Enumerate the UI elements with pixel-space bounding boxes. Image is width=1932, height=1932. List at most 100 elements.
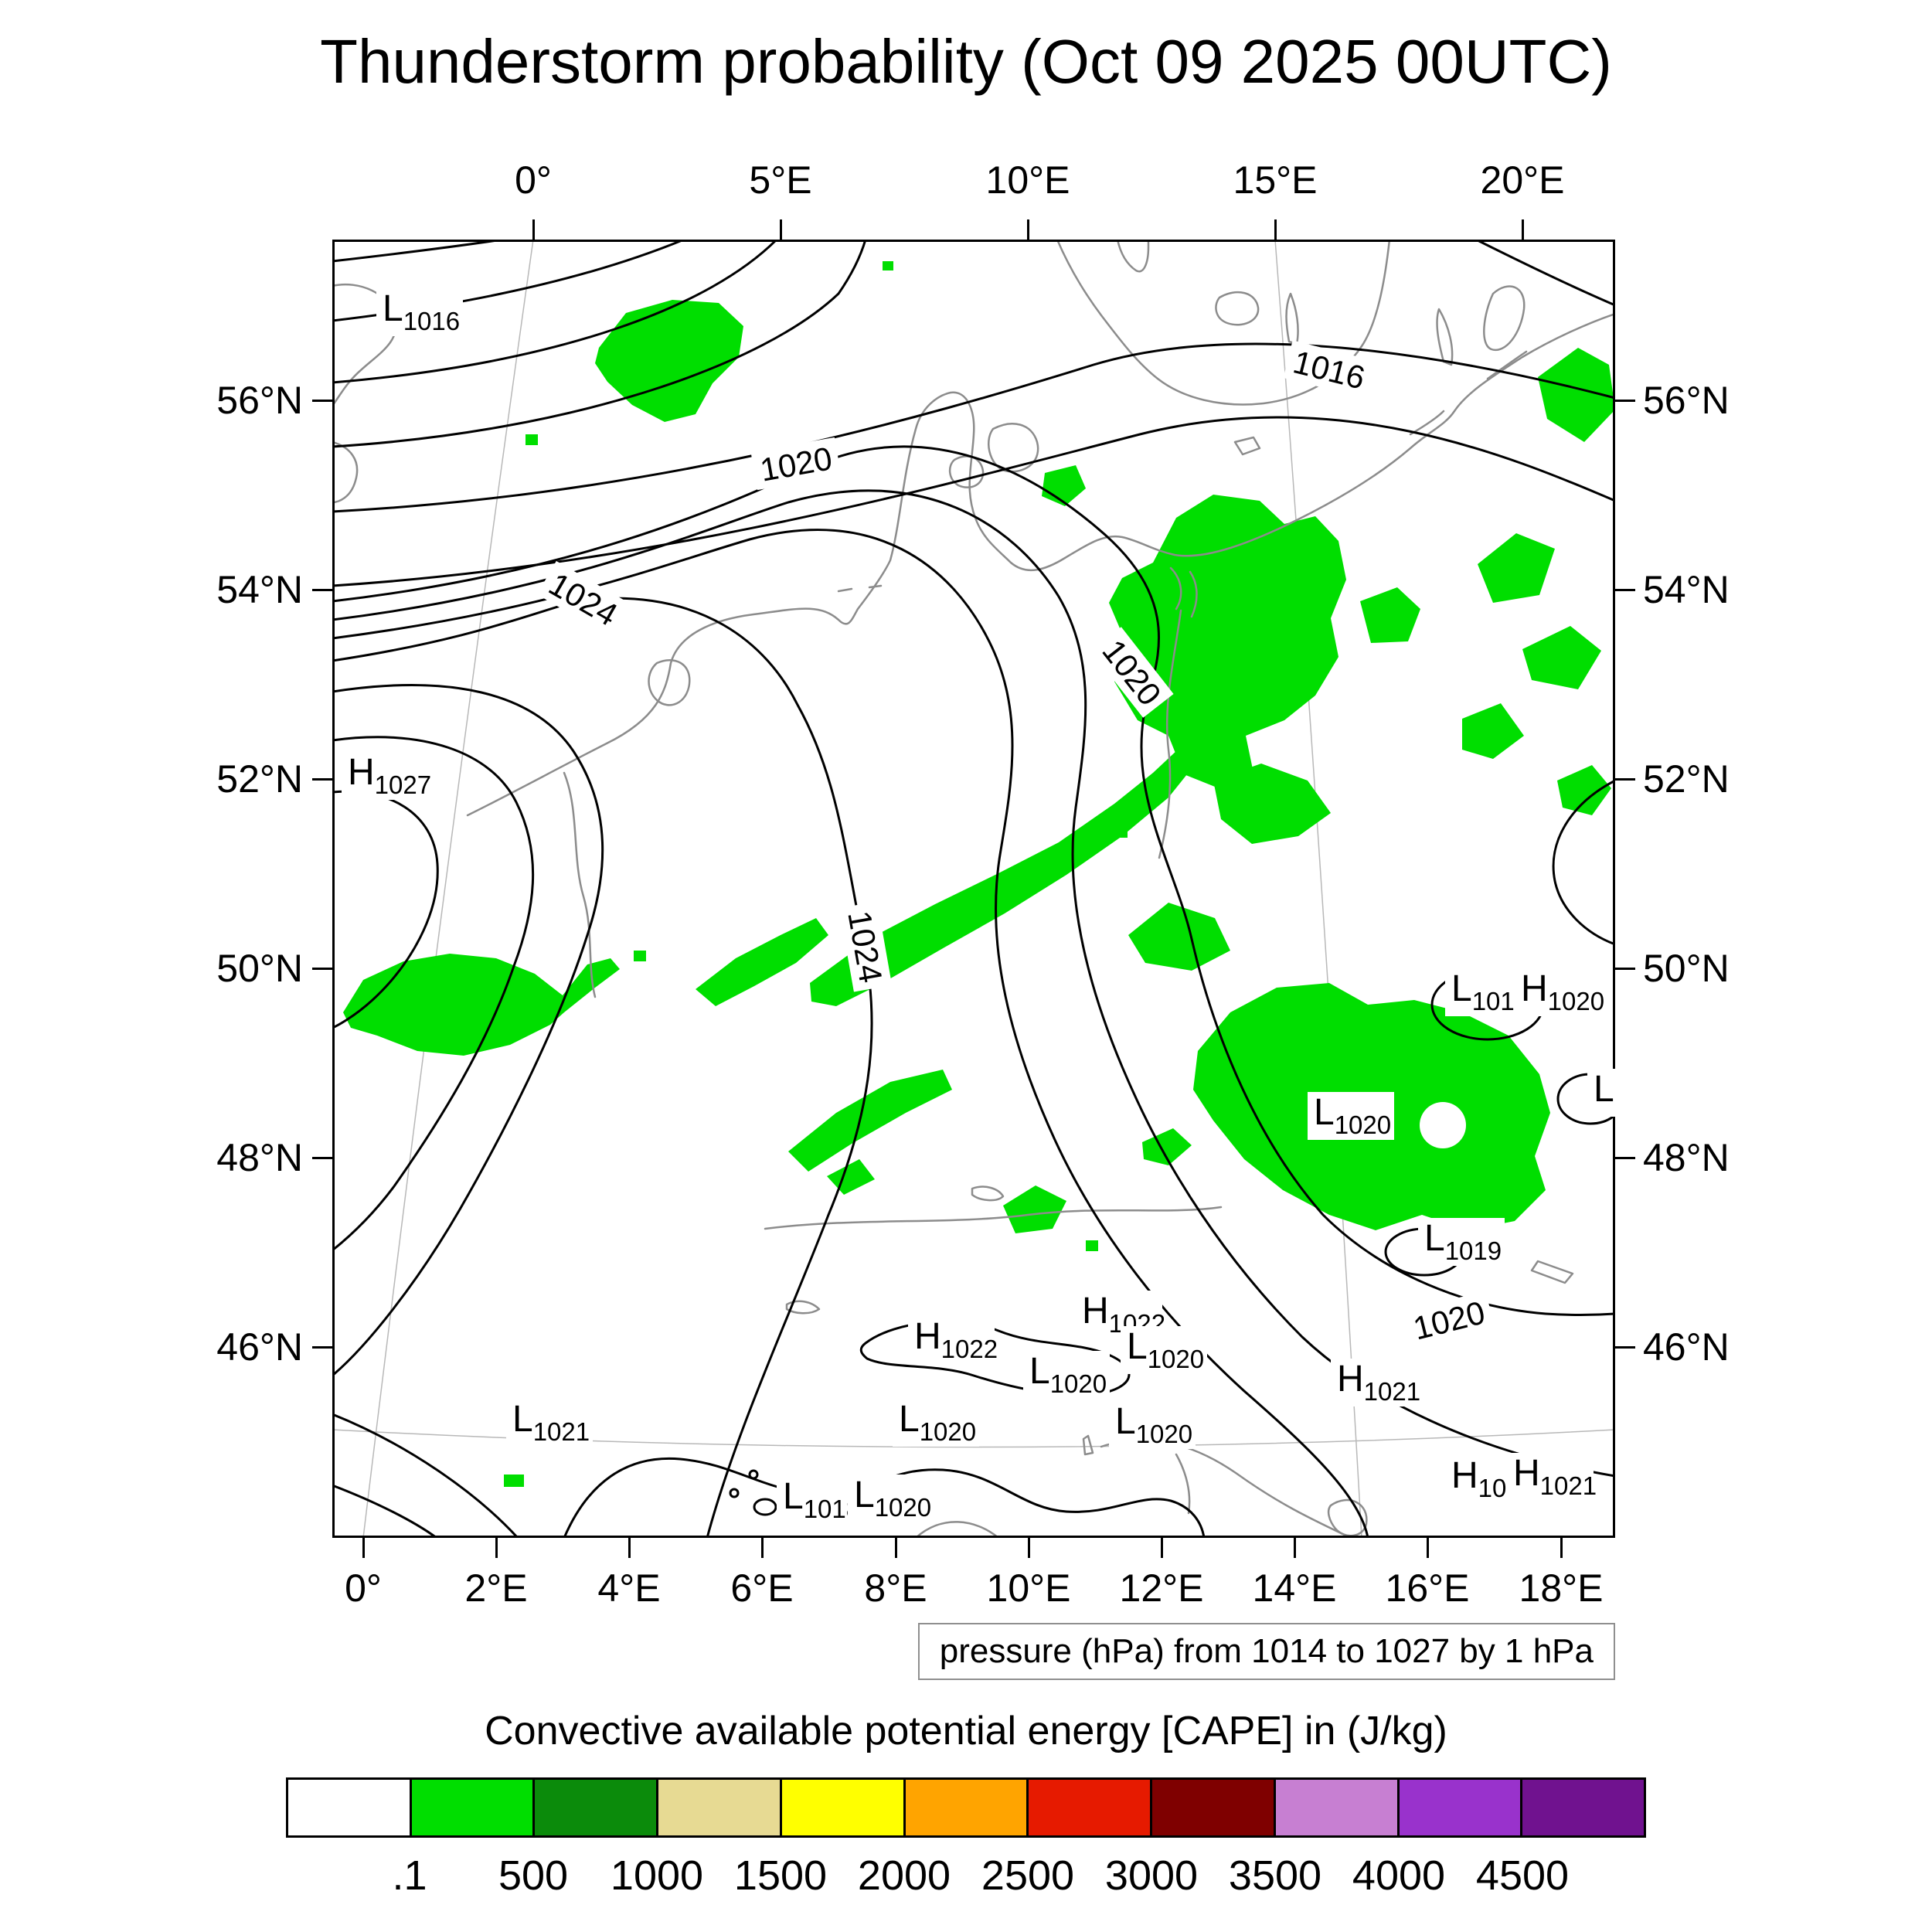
axis-label-right: 56°N xyxy=(1643,379,1730,422)
pressure-center-l: L1020 xyxy=(1109,1401,1196,1449)
pressure-center-l: L1020 xyxy=(1121,1326,1207,1374)
cape-region xyxy=(526,434,538,445)
colorbar-title: Convective available potential energy [C… xyxy=(485,1709,1447,1753)
svg-text:L10: L10 xyxy=(1594,1069,1615,1116)
axis-tick-right xyxy=(1615,1345,1635,1349)
colorbar-tick-label: 4500 xyxy=(1475,1852,1570,1899)
axis-label-top: 10°E xyxy=(985,158,1070,202)
colorbar-tick-label: 1500 xyxy=(733,1852,828,1899)
colorbar xyxy=(286,1777,1646,1838)
colorbar-cell xyxy=(1399,1780,1523,1835)
svg-text:L1020: L1020 xyxy=(854,1475,931,1522)
svg-text:L1019: L1019 xyxy=(1424,1218,1502,1265)
axis-label-left: 48°N xyxy=(216,1136,303,1179)
axis-tick-bottom xyxy=(894,1538,897,1558)
axis-label-bottom: 12°E xyxy=(1119,1566,1204,1610)
colorbar-cell xyxy=(288,1780,412,1835)
axis-label-top: 20°E xyxy=(1480,158,1565,202)
pressure-center-l: L1021 xyxy=(506,1399,593,1447)
axis-label-top: 5°E xyxy=(749,158,812,202)
pressure-center-h: H1021 xyxy=(1331,1359,1420,1406)
cape-region xyxy=(1109,495,1346,790)
pressure-center-l: L1020 xyxy=(1023,1351,1110,1399)
axis-label-right: 46°N xyxy=(1643,1325,1730,1369)
axis-label-left: 56°N xyxy=(216,379,303,422)
cape-region xyxy=(810,750,1193,1006)
cape-region xyxy=(696,918,828,1006)
map-frame xyxy=(332,240,1615,1538)
axis-tick-left xyxy=(312,399,332,402)
colorbar-cell xyxy=(1522,1780,1645,1835)
axis-tick-left xyxy=(312,1156,332,1159)
svg-text:H1021: H1021 xyxy=(1513,1453,1597,1500)
colorbar-cell xyxy=(1275,1780,1400,1835)
colorbar-cell xyxy=(905,1780,1029,1835)
cape-region xyxy=(1462,703,1524,759)
svg-text:L1020: L1020 xyxy=(1314,1092,1391,1139)
axis-tick-left xyxy=(312,777,332,781)
cape-region xyxy=(883,261,893,270)
svg-text:H1021: H1021 xyxy=(1337,1359,1420,1406)
axis-tick-bottom xyxy=(1426,1538,1429,1558)
axis-tick-bottom xyxy=(628,1538,631,1558)
svg-text:L1021: L1021 xyxy=(512,1399,590,1446)
axis-tick-top xyxy=(779,219,782,240)
cape-region xyxy=(1213,764,1331,844)
axis-tick-right xyxy=(1615,588,1635,591)
pressure-caption: pressure (hPa) from 1014 to 1027 by 1 hP… xyxy=(917,1623,1615,1680)
cape-region xyxy=(504,1475,524,1487)
axis-tick-bottom xyxy=(362,1538,365,1558)
axis-tick-right xyxy=(1615,967,1635,970)
pressure-center-h: H1021 xyxy=(1507,1453,1597,1501)
axis-label-right: 50°N xyxy=(1643,947,1730,990)
svg-text:L1020: L1020 xyxy=(899,1399,976,1446)
axis-label-right: 48°N xyxy=(1643,1136,1730,1179)
axis-tick-bottom xyxy=(1160,1538,1163,1558)
cape-region xyxy=(1478,533,1555,603)
axis-label-bottom: 2°E xyxy=(464,1566,528,1610)
svg-text:1016: 1016 xyxy=(1290,343,1369,396)
axis-tick-left xyxy=(312,588,332,591)
contour-label: 1020 xyxy=(1403,1291,1495,1349)
axis-tick-right xyxy=(1615,399,1635,402)
colorbar-tick-label: .1 xyxy=(392,1852,427,1899)
colorbar-tick-label: 2000 xyxy=(857,1852,951,1899)
axis-label-left: 54°N xyxy=(216,568,303,611)
axis-label-left: 50°N xyxy=(216,947,303,990)
svg-text:1020: 1020 xyxy=(1410,1294,1488,1346)
colorbar-cell xyxy=(1152,1780,1276,1835)
axis-tick-top xyxy=(1026,219,1029,240)
cape-region xyxy=(634,951,646,961)
pressure-center-l: L1016 xyxy=(376,288,463,336)
axis-label-bottom: 16°E xyxy=(1385,1566,1470,1610)
axis-label-right: 54°N xyxy=(1643,568,1730,611)
cape-region xyxy=(343,954,620,1056)
axis-label-left: 46°N xyxy=(216,1325,303,1369)
svg-text:H1020: H1020 xyxy=(1521,968,1604,1015)
colorbar-tick-label: 1000 xyxy=(610,1852,704,1899)
axis-label-bottom: 4°E xyxy=(597,1566,661,1610)
axis-label-left: 52°N xyxy=(216,757,303,801)
colorbar-cell xyxy=(1029,1780,1153,1835)
cape-region xyxy=(595,300,743,422)
pressure-center-l: L10 xyxy=(1587,1069,1615,1117)
axis-tick-top xyxy=(1521,219,1524,240)
axis-tick-bottom xyxy=(1027,1538,1030,1558)
contour-label: 1016 xyxy=(1283,340,1376,399)
svg-text:L1020: L1020 xyxy=(1029,1351,1107,1398)
svg-text:1020: 1020 xyxy=(757,440,835,488)
svg-text:L1020: L1020 xyxy=(1127,1326,1204,1373)
svg-text:H1022: H1022 xyxy=(914,1316,998,1363)
colorbar-tick-label: 500 xyxy=(498,1852,569,1899)
axis-tick-left xyxy=(312,1345,332,1349)
cape-region xyxy=(1557,765,1611,815)
axis-tick-bottom xyxy=(1560,1538,1563,1558)
axis-tick-left xyxy=(312,967,332,970)
pressure-center-l: L1020 xyxy=(848,1475,934,1522)
pressure-center-l: L1020 xyxy=(1308,1092,1394,1140)
axis-label-top: 0° xyxy=(515,158,552,202)
contour-label: 1024 xyxy=(536,560,631,638)
